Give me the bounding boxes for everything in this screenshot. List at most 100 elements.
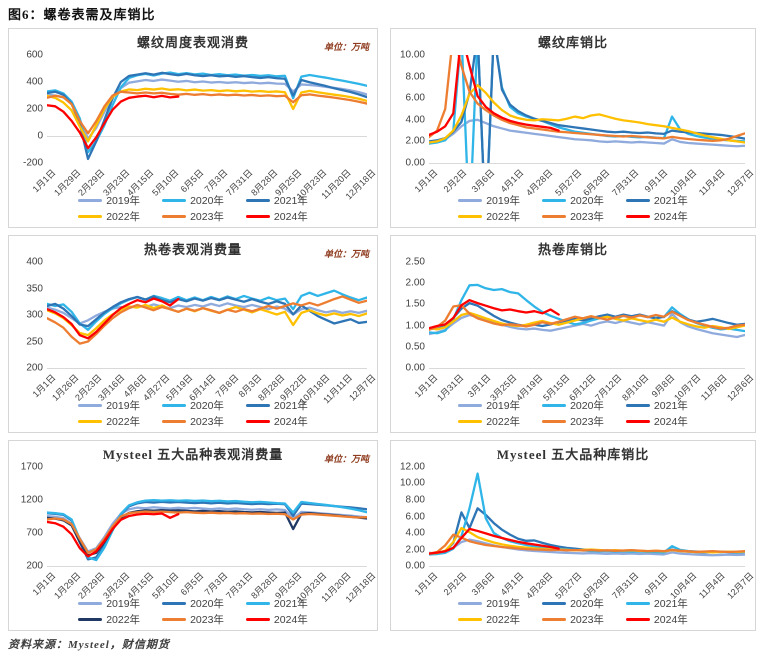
legend-label: 2020年 (190, 400, 224, 412)
legend-swatch (542, 602, 567, 605)
legend-item: 2020年 (162, 596, 224, 611)
legend-swatch (542, 618, 567, 621)
legend-row: 2019年 2020年 2021年 (78, 596, 308, 611)
legend-label: 2024年 (653, 614, 688, 626)
legend-label: 2021年 (273, 195, 308, 207)
legend-swatch (542, 420, 567, 423)
legend-label: 2023年 (190, 416, 224, 428)
chart-card-mysteel5-inventory-sales-ratio: Mysteel 五大品种库销比 12.00 10.00 8.00 6.00 4.00 2.… (390, 440, 756, 631)
series-line-2020年 (429, 55, 745, 163)
legend-swatch (162, 199, 187, 202)
y-tick-label: 2.00 (405, 277, 425, 289)
chart-card-rebar-inventory-sales-ratio: 螺纹库销比 10.00 8.00 6.00 4.00 2.00 0.00 1月1日 2月2日 3… (390, 28, 756, 228)
legend-label: 2019年 (486, 400, 521, 412)
y-tick-label: 200 (26, 103, 43, 115)
chart-title: 热卷表观消费量 (143, 242, 242, 257)
x-axis-line (47, 136, 367, 137)
legend-item: 2023年 (542, 209, 604, 224)
legend-swatch (542, 404, 567, 407)
legend-label: 2024年 (273, 614, 308, 626)
legend-item: 2019年 (458, 596, 520, 611)
plot-region: 10.00 8.00 6.00 4.00 2.00 0.00 1月1日 2月2日 3月6日 4月1… (400, 50, 756, 198)
legend-swatch (458, 404, 483, 407)
legend-swatch (162, 618, 187, 621)
legend-item: 2023年 (162, 209, 224, 224)
x-axis-line (47, 566, 367, 567)
legend-label: 2021年 (653, 400, 688, 412)
legend-item: 2022年 (78, 612, 140, 627)
x-axis-line (47, 368, 367, 369)
legend-item: 2024年 (625, 209, 688, 224)
y-tick-label: 10.00 (399, 477, 425, 489)
legend-swatch (625, 420, 650, 423)
legend-swatch (162, 215, 187, 218)
x-tick-label: 3月6日 (470, 570, 497, 598)
series-line-2022年 (429, 85, 745, 142)
series-line-2019年 (47, 80, 367, 139)
legend-swatch (78, 215, 103, 218)
legend-label: 2020年 (570, 400, 604, 412)
legend-row: 2022年 2023年 2024年 (458, 209, 688, 224)
legend-item: 2023年 (542, 414, 604, 429)
y-tick-label: 400 (26, 256, 43, 268)
y-tick-label: 8.00 (405, 494, 425, 506)
legend-row: 2022年 2023年 2024年 (458, 612, 688, 627)
legend-swatch (245, 420, 270, 423)
legend-label: 2024年 (653, 416, 688, 428)
x-tick-label: 2月2日 (441, 167, 469, 195)
series-line-2024年 (429, 55, 559, 135)
legend: 2019年 2020年 2021年 2022年 2023年 2024年 (391, 193, 755, 224)
y-tick-label: 200 (26, 362, 43, 374)
legend-label: 2019年 (106, 598, 141, 610)
chart-title: 螺纹库销比 (537, 35, 608, 50)
x-tick-label: 6月5日 (178, 167, 206, 195)
legend-item: 2022年 (458, 612, 520, 627)
series-line-2024年 (47, 299, 178, 339)
y-tick-label: 6.00 (405, 511, 425, 522)
legend-item: 2020年 (162, 398, 224, 413)
y-tick-label: 6.00 (405, 92, 425, 104)
legend-item: 2020年 (542, 193, 604, 208)
chart-title: 热卷库销比 (537, 242, 608, 257)
y-tick-label: 0.00 (405, 157, 425, 169)
legend-swatch (245, 618, 270, 621)
y-tick-label: 1700 (20, 461, 43, 473)
legend-swatch (78, 420, 103, 423)
legend-label: 2021年 (273, 400, 308, 412)
legend-label: 2020年 (190, 598, 224, 610)
unit-label: 单位：万吨 (323, 249, 369, 259)
x-tick-label: 6月5日 (178, 570, 206, 598)
legend-swatch (458, 215, 483, 218)
y-tick-label: 400 (26, 76, 43, 88)
legend-label: 2022年 (486, 416, 521, 428)
legend-item: 2021年 (245, 398, 308, 413)
plot-region: 400 350 300 250 200 1月1日 1月26日 2月23日 3月16日 4月6日 4月… (26, 257, 377, 407)
chart-title: Mysteel 五大品种库销比 (496, 447, 650, 462)
legend-swatch (78, 199, 103, 202)
legend-label: 2022年 (106, 614, 141, 626)
legend-swatch (625, 199, 650, 202)
legend-label: 2022年 (106, 211, 141, 223)
series-line-2024年 (47, 96, 178, 148)
legend: 2019年 2020年 2021年 2022年 2023年 2024年 (9, 193, 377, 224)
legend-swatch (458, 199, 483, 202)
y-tick-label: 1.50 (405, 298, 425, 310)
data-source-note: 资料来源：Mysteel，财信期货 (8, 639, 170, 651)
y-tick-label: 350 (26, 283, 43, 294)
legend-label: 2023年 (190, 614, 224, 626)
legend-label: 2021年 (653, 598, 688, 610)
series-line-2019年 (47, 303, 367, 323)
legend-label: 2021年 (273, 598, 308, 610)
legend-item: 2020年 (542, 596, 604, 611)
legend-swatch (458, 618, 483, 621)
x-axis-line (429, 566, 745, 567)
legend-label: 2019年 (106, 400, 141, 412)
legend-label: 2023年 (570, 614, 604, 626)
legend-item: 2021年 (625, 596, 688, 611)
legend: 2019年 2020年 2021年 2022年 2023年 2024年 (391, 398, 755, 429)
legend-swatch (458, 602, 483, 605)
plot-area (47, 467, 367, 566)
plot-area (47, 55, 367, 163)
legend-swatch (542, 199, 567, 202)
legend-label: 2024年 (273, 416, 308, 428)
